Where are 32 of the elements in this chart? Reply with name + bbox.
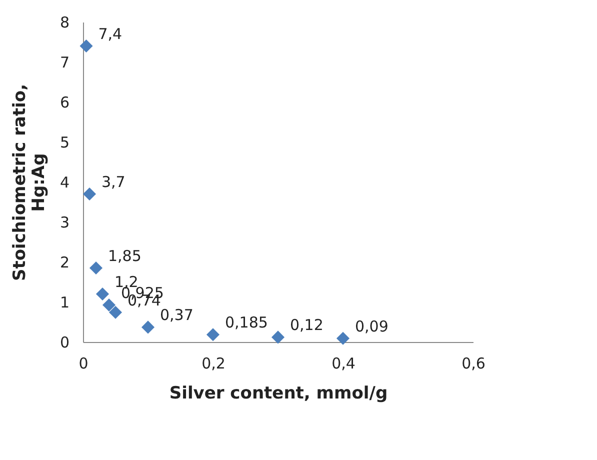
x-tick-label: 0 bbox=[78, 354, 88, 372]
y-tick-label: 6 bbox=[60, 94, 70, 112]
point bbox=[141, 320, 155, 334]
x-tick-label: 0,4 bbox=[332, 354, 356, 372]
x-axis-title: Silver content, mmol/g bbox=[169, 384, 388, 404]
y-tick-label: 2 bbox=[60, 254, 70, 272]
data-label: 3,7 bbox=[102, 173, 126, 191]
y-tick-label: 7 bbox=[60, 54, 70, 72]
point bbox=[89, 261, 103, 275]
data-label: 0,09 bbox=[355, 317, 388, 336]
x-tick-label: 0,6 bbox=[462, 354, 486, 372]
data-label: 1,85 bbox=[108, 247, 142, 265]
data-label: 0,12 bbox=[290, 316, 324, 334]
y-tick-label: 4 bbox=[60, 174, 70, 192]
point bbox=[206, 328, 220, 342]
point bbox=[96, 287, 110, 301]
y-tick-label: 5 bbox=[60, 134, 70, 152]
point bbox=[108, 306, 122, 319]
point bbox=[80, 39, 93, 53]
y-axis-title: Stoichiometric ratio, Hg:Ag bbox=[10, 84, 49, 282]
y-tick-label: 3 bbox=[60, 214, 70, 232]
point bbox=[82, 187, 96, 201]
data-label: 0,37 bbox=[160, 306, 194, 324]
y-tick-label: 8 bbox=[60, 14, 70, 32]
y-tick-label: 0 bbox=[60, 334, 70, 352]
data-label: 0,185 bbox=[225, 314, 268, 332]
y-tick-label: 1 bbox=[60, 294, 70, 312]
x-tick-label: 0,2 bbox=[202, 354, 226, 372]
point bbox=[102, 298, 116, 312]
point bbox=[271, 330, 285, 344]
point bbox=[336, 332, 350, 345]
data-label: 7,4 bbox=[98, 25, 122, 43]
